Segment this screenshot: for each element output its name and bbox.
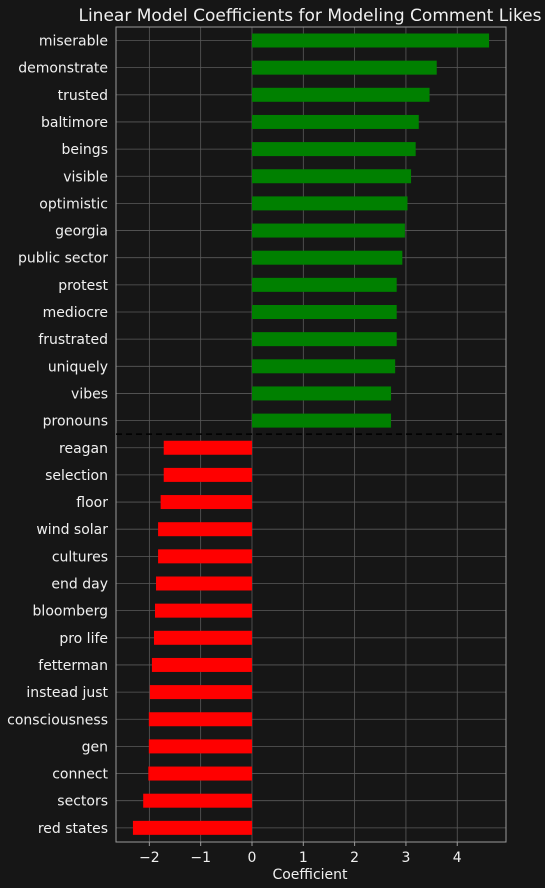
x-tick-label: −2 (139, 850, 160, 866)
category-label: pro life (59, 631, 108, 647)
category-labels: miserable demonstrate trusted baltimore bein… (7, 34, 108, 837)
category-label: visible (63, 169, 108, 185)
category-label: pronouns (43, 414, 108, 430)
category-label: miserable (39, 34, 108, 50)
bar-georgia (251, 223, 405, 238)
category-label: wind solar (36, 522, 108, 538)
category-label: trusted (58, 88, 108, 104)
category-label: consciousness (7, 712, 108, 728)
category-label: floor (76, 495, 108, 511)
bar-connect (148, 766, 252, 781)
category-label: end day (51, 577, 108, 593)
bar-end-day (156, 576, 252, 591)
bar-selection (163, 467, 252, 482)
bar-consciousness (148, 712, 252, 727)
bar-vibes (251, 386, 392, 401)
category-label: georgia (55, 224, 108, 240)
chart-title: Linear Model Coefficients for Modeling C… (78, 6, 541, 26)
category-label: baltimore (41, 115, 108, 131)
x-tick-label: 1 (299, 850, 308, 866)
category-label: demonstrate (18, 61, 108, 77)
x-tick-label: 4 (453, 850, 462, 866)
category-label: connect (52, 767, 108, 783)
category-label: red states (38, 821, 108, 837)
bar-floor (160, 495, 252, 510)
category-label: uniquely (48, 359, 108, 375)
bar-pronouns (251, 413, 392, 428)
category-label: bloomberg (33, 604, 108, 620)
bar-gen (148, 739, 252, 754)
bars (116, 33, 506, 835)
bar-bloomberg (155, 603, 252, 618)
bar-pro-life (153, 630, 252, 645)
category-label: cultures (52, 549, 108, 565)
category-label: instead just (26, 685, 108, 701)
bar-fetterman (151, 657, 252, 672)
category-label: reagan (59, 441, 108, 457)
bar-uniquely (251, 359, 396, 374)
category-label: selection (45, 468, 108, 484)
category-label: gen (82, 739, 108, 755)
bar-public-sector (251, 250, 403, 265)
bar-cultures (158, 549, 252, 564)
bar-red-states (132, 820, 252, 835)
bar-miserable (251, 33, 490, 48)
category-label: frustrated (38, 332, 108, 348)
x-tick-label: 0 (248, 850, 257, 866)
bar-optimistic (251, 196, 408, 211)
category-label: fetterman (38, 658, 108, 674)
bar-demonstrate (251, 60, 437, 75)
bar-baltimore (251, 114, 419, 129)
category-label: sectors (57, 794, 108, 810)
x-tick-label: −1 (190, 850, 211, 866)
category-label: optimistic (39, 196, 108, 212)
bar-mediocre (251, 305, 397, 319)
category-label: beings (62, 142, 108, 158)
category-label: mediocre (43, 305, 108, 321)
bar-protest (251, 277, 397, 292)
x-axis-ticks: −2 −1 0 1 2 3 4 (139, 842, 462, 866)
bar-trusted (251, 87, 430, 102)
bar-reagan (163, 440, 252, 455)
x-axis-label: Coefficient (272, 867, 348, 883)
category-label: vibes (71, 386, 108, 402)
category-label: protest (58, 278, 108, 294)
bar-visible (251, 169, 412, 184)
bar-beings (251, 142, 416, 157)
bar-instead-just (149, 685, 252, 700)
x-tick-label: 3 (401, 850, 410, 866)
x-tick-label: 2 (350, 850, 359, 866)
bar-sectors (143, 793, 252, 808)
category-label: public sector (18, 251, 108, 267)
bar-frustrated (251, 332, 397, 347)
bar-wind-solar (158, 522, 252, 537)
